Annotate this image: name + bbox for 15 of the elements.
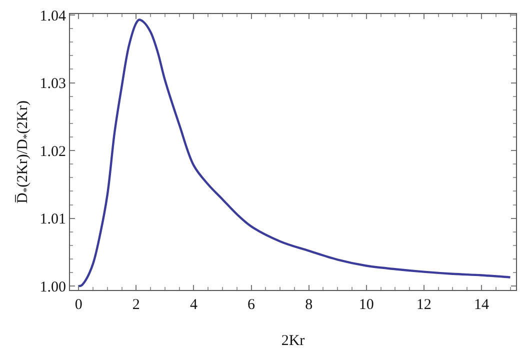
line-series <box>78 18 512 288</box>
y-tick-label: 1.04 <box>40 8 66 24</box>
y-tick-label: 1.01 <box>40 212 66 228</box>
y-tick-label: 1.03 <box>40 76 66 92</box>
x-tick-label: 12 <box>416 297 432 313</box>
x-tick-label: 4 <box>190 297 198 313</box>
x-tick-label: 2 <box>132 297 140 313</box>
x-tick-label: 8 <box>305 297 313 313</box>
x-tick-label: 6 <box>248 297 256 313</box>
x-tick-label: 0 <box>74 297 82 313</box>
y-tick-label: 1.02 <box>40 144 66 160</box>
x-tick-label: 14 <box>474 297 490 313</box>
x-tick-label: 10 <box>358 297 374 313</box>
x-axis-title: 2Kr <box>281 333 305 349</box>
y-tick-label: 1.00 <box>40 279 66 296</box>
